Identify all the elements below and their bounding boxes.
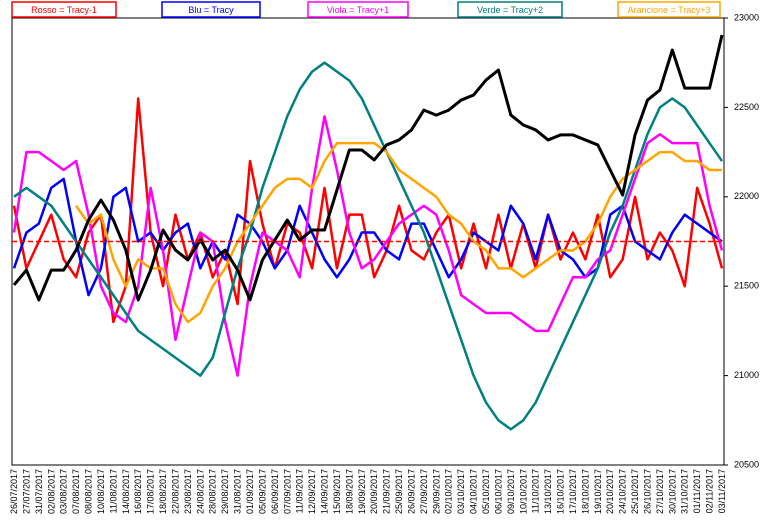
x-tick-label: 18/09/2017 — [344, 469, 354, 514]
legend-label: Arancione = Tracy+3 — [627, 5, 710, 15]
x-tick-label: 07/09/2017 — [282, 469, 292, 514]
x-tick-label: 24/08/2017 — [195, 469, 205, 514]
y-tick-label: 21000 — [734, 370, 759, 380]
x-tick-label: 03/08/2017 — [59, 469, 69, 514]
y-tick-label: 21500 — [734, 281, 759, 291]
x-tick-label: 27/07/2017 — [21, 469, 31, 514]
x-tick-label: 27/09/2017 — [419, 469, 429, 514]
x-tick-label: 12/09/2017 — [307, 469, 317, 514]
legend-label: Viola = Tracy+1 — [327, 5, 389, 15]
x-tick-label: 20/10/2017 — [605, 469, 615, 514]
x-tick-label: 06/10/2017 — [493, 469, 503, 514]
x-tick-label: 26/07/2017 — [9, 469, 19, 514]
x-tick-label: 18/10/2017 — [580, 469, 590, 514]
x-tick-label: 11/08/2017 — [108, 469, 118, 513]
series-line — [12, 34, 724, 302]
x-tick-label: 31/07/2017 — [34, 469, 44, 514]
x-tick-label: 10/08/2017 — [96, 469, 106, 514]
series-line — [12, 115, 724, 377]
x-tick-label: 27/10/2017 — [655, 469, 665, 514]
x-tick-label: 26/10/2017 — [642, 469, 652, 514]
legend-label: Blu = Tracy — [188, 5, 234, 15]
x-tick-label: 25/09/2017 — [394, 469, 404, 514]
x-tick-label: 03/10/2017 — [456, 469, 466, 514]
x-tick-label: 26/09/2017 — [406, 469, 416, 514]
x-tick-label: 08/08/2017 — [84, 469, 94, 514]
x-tick-label: 05/09/2017 — [257, 469, 267, 514]
legend-box — [617, 1, 721, 18]
x-tick-label: 01/09/2017 — [245, 469, 255, 514]
x-tick-label: 15/09/2017 — [332, 469, 342, 514]
y-tick-label: 22000 — [734, 191, 759, 201]
x-tick-label: 19/10/2017 — [593, 469, 603, 514]
series-line — [75, 141, 722, 324]
x-tick-label: 09/10/2017 — [506, 469, 516, 514]
x-tick-label: 04/10/2017 — [469, 469, 479, 514]
x-tick-label: 16/08/2017 — [133, 469, 143, 514]
x-tick-label: 14/08/2017 — [121, 469, 131, 514]
x-tick-label: 31/10/2017 — [680, 469, 690, 514]
x-tick-label: 19/09/2017 — [357, 469, 367, 514]
x-tick-label: 24/10/2017 — [618, 469, 628, 514]
x-tick-label: 22/08/2017 — [170, 469, 180, 514]
legend-label: Verde = Tracy+2 — [477, 5, 543, 15]
y-tick-label: 23000 — [734, 12, 759, 22]
x-tick-label: 14/09/2017 — [320, 469, 330, 514]
legend-box — [307, 1, 409, 18]
x-tick-label: 20/09/2017 — [369, 469, 379, 514]
x-tick-label: 06/09/2017 — [270, 469, 280, 514]
x-tick-label: 02/10/2017 — [444, 469, 454, 514]
x-tick-label: 17/08/2017 — [146, 469, 156, 514]
x-tick-label: 18/08/2017 — [158, 469, 168, 514]
x-tick-label: 23/08/2017 — [183, 469, 193, 514]
legend-label: Rosso = Tracy-1 — [31, 5, 97, 15]
x-tick-label: 17/10/2017 — [568, 469, 578, 514]
y-tick-label: 20500 — [734, 459, 759, 469]
x-tick-label: 31/08/2017 — [233, 469, 243, 514]
x-tick-label: 29/09/2017 — [431, 469, 441, 514]
x-tick-label: 07/08/2017 — [71, 469, 81, 514]
x-tick-label: 02/11/2017 — [705, 469, 715, 513]
x-tick-label: 25/10/2017 — [630, 469, 640, 514]
x-tick-label: 30/10/2017 — [667, 469, 677, 514]
x-tick-label: 02/08/2017 — [46, 469, 56, 514]
x-tick-label: 13/10/2017 — [543, 469, 553, 514]
x-tick-label: 05/10/2017 — [481, 469, 491, 514]
x-tick-label: 28/08/2017 — [208, 469, 218, 514]
x-tick-label: 21/09/2017 — [382, 469, 392, 514]
legend-box — [11, 1, 117, 18]
series-line — [13, 61, 724, 431]
x-tick-label: 11/10/2017 — [531, 469, 541, 513]
y-tick-label: 22500 — [734, 102, 759, 112]
legend-box — [161, 1, 261, 18]
legend-box — [457, 1, 563, 18]
x-tick-label: 01/11/2017 — [692, 469, 702, 513]
x-tick-label: 16/10/2017 — [556, 469, 566, 514]
x-tick-label: 10/10/2017 — [518, 469, 528, 514]
x-tick-label: 11/09/2017 — [295, 469, 305, 513]
x-tick-label: 03/11/2017 — [717, 469, 727, 513]
x-tick-label: 29/08/2017 — [220, 469, 230, 514]
